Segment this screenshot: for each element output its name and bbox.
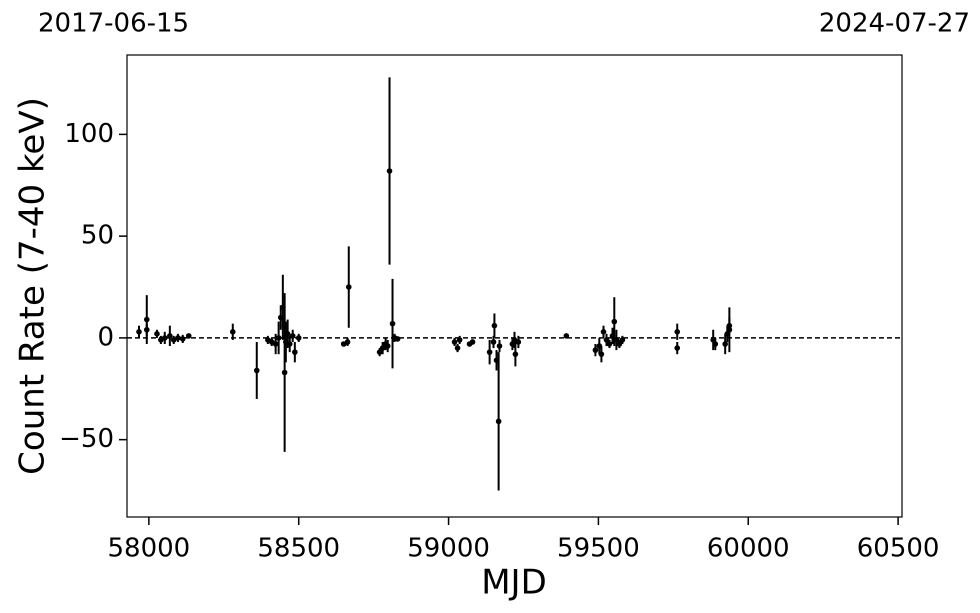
data-point	[563, 333, 570, 339]
data-point	[229, 328, 236, 335]
y-tick-label: −50	[59, 424, 114, 454]
data-point	[495, 418, 502, 425]
data-point	[451, 339, 458, 345]
data-point	[289, 333, 296, 339]
x-tick-label: 59000	[407, 534, 490, 564]
x-axis-label: MJD	[481, 563, 547, 603]
x-tick-label: 58500	[257, 534, 340, 564]
data-point	[185, 333, 192, 339]
data-point	[286, 341, 293, 347]
data-point	[253, 367, 260, 374]
y-tick-label: 0	[97, 322, 114, 352]
data-point	[726, 322, 733, 329]
data-point	[496, 343, 503, 349]
data-point	[272, 341, 279, 347]
data-point	[469, 339, 476, 345]
data-point	[606, 341, 613, 347]
annotation: 2017-06-15	[38, 9, 189, 39]
data-point	[386, 168, 393, 174]
data-point	[486, 349, 493, 355]
data-point	[179, 336, 186, 342]
data-point	[295, 335, 302, 341]
y-tick-label: 100	[64, 119, 114, 149]
data-point	[161, 335, 168, 341]
data-point	[344, 339, 351, 345]
data-point	[712, 341, 719, 347]
data-point	[456, 337, 463, 343]
data-point	[170, 337, 177, 343]
data-point	[598, 351, 605, 357]
data-point	[389, 320, 396, 327]
x-tick-label: 60500	[857, 534, 940, 564]
data-point	[619, 337, 626, 343]
data-point	[143, 326, 150, 333]
data-point	[512, 351, 519, 357]
data-point	[674, 345, 681, 351]
data-point	[281, 369, 288, 376]
data-point	[345, 284, 352, 290]
data-point	[592, 347, 599, 353]
data-point	[143, 316, 150, 323]
data-point	[376, 349, 383, 355]
data-point	[611, 318, 618, 325]
data-point	[722, 341, 728, 347]
data-point	[136, 328, 142, 335]
data-point	[275, 335, 282, 341]
data-point	[454, 345, 461, 351]
data-point	[491, 322, 498, 329]
y-axis-label: Count Rate (7-40 keV)	[13, 97, 53, 475]
data-point	[292, 349, 298, 355]
data-point	[379, 345, 386, 351]
data-point	[175, 335, 181, 341]
x-tick-label: 59500	[557, 534, 640, 564]
data-point	[600, 328, 607, 335]
data-point	[616, 341, 623, 347]
y-tick-label: 50	[81, 221, 114, 251]
data-point	[394, 336, 401, 342]
data-point	[284, 331, 291, 337]
data-point	[515, 339, 522, 345]
x-tick-label: 60000	[707, 534, 790, 564]
data-point	[167, 333, 173, 339]
x-tick-label: 58000	[108, 534, 191, 564]
data-point	[674, 328, 681, 335]
data-point	[154, 331, 160, 337]
data-point	[490, 339, 497, 345]
annotation: 2024-07-27	[819, 9, 970, 39]
data-point	[384, 343, 391, 349]
plot-frame	[126, 54, 903, 518]
data-point	[603, 337, 610, 343]
data-point	[613, 337, 620, 343]
